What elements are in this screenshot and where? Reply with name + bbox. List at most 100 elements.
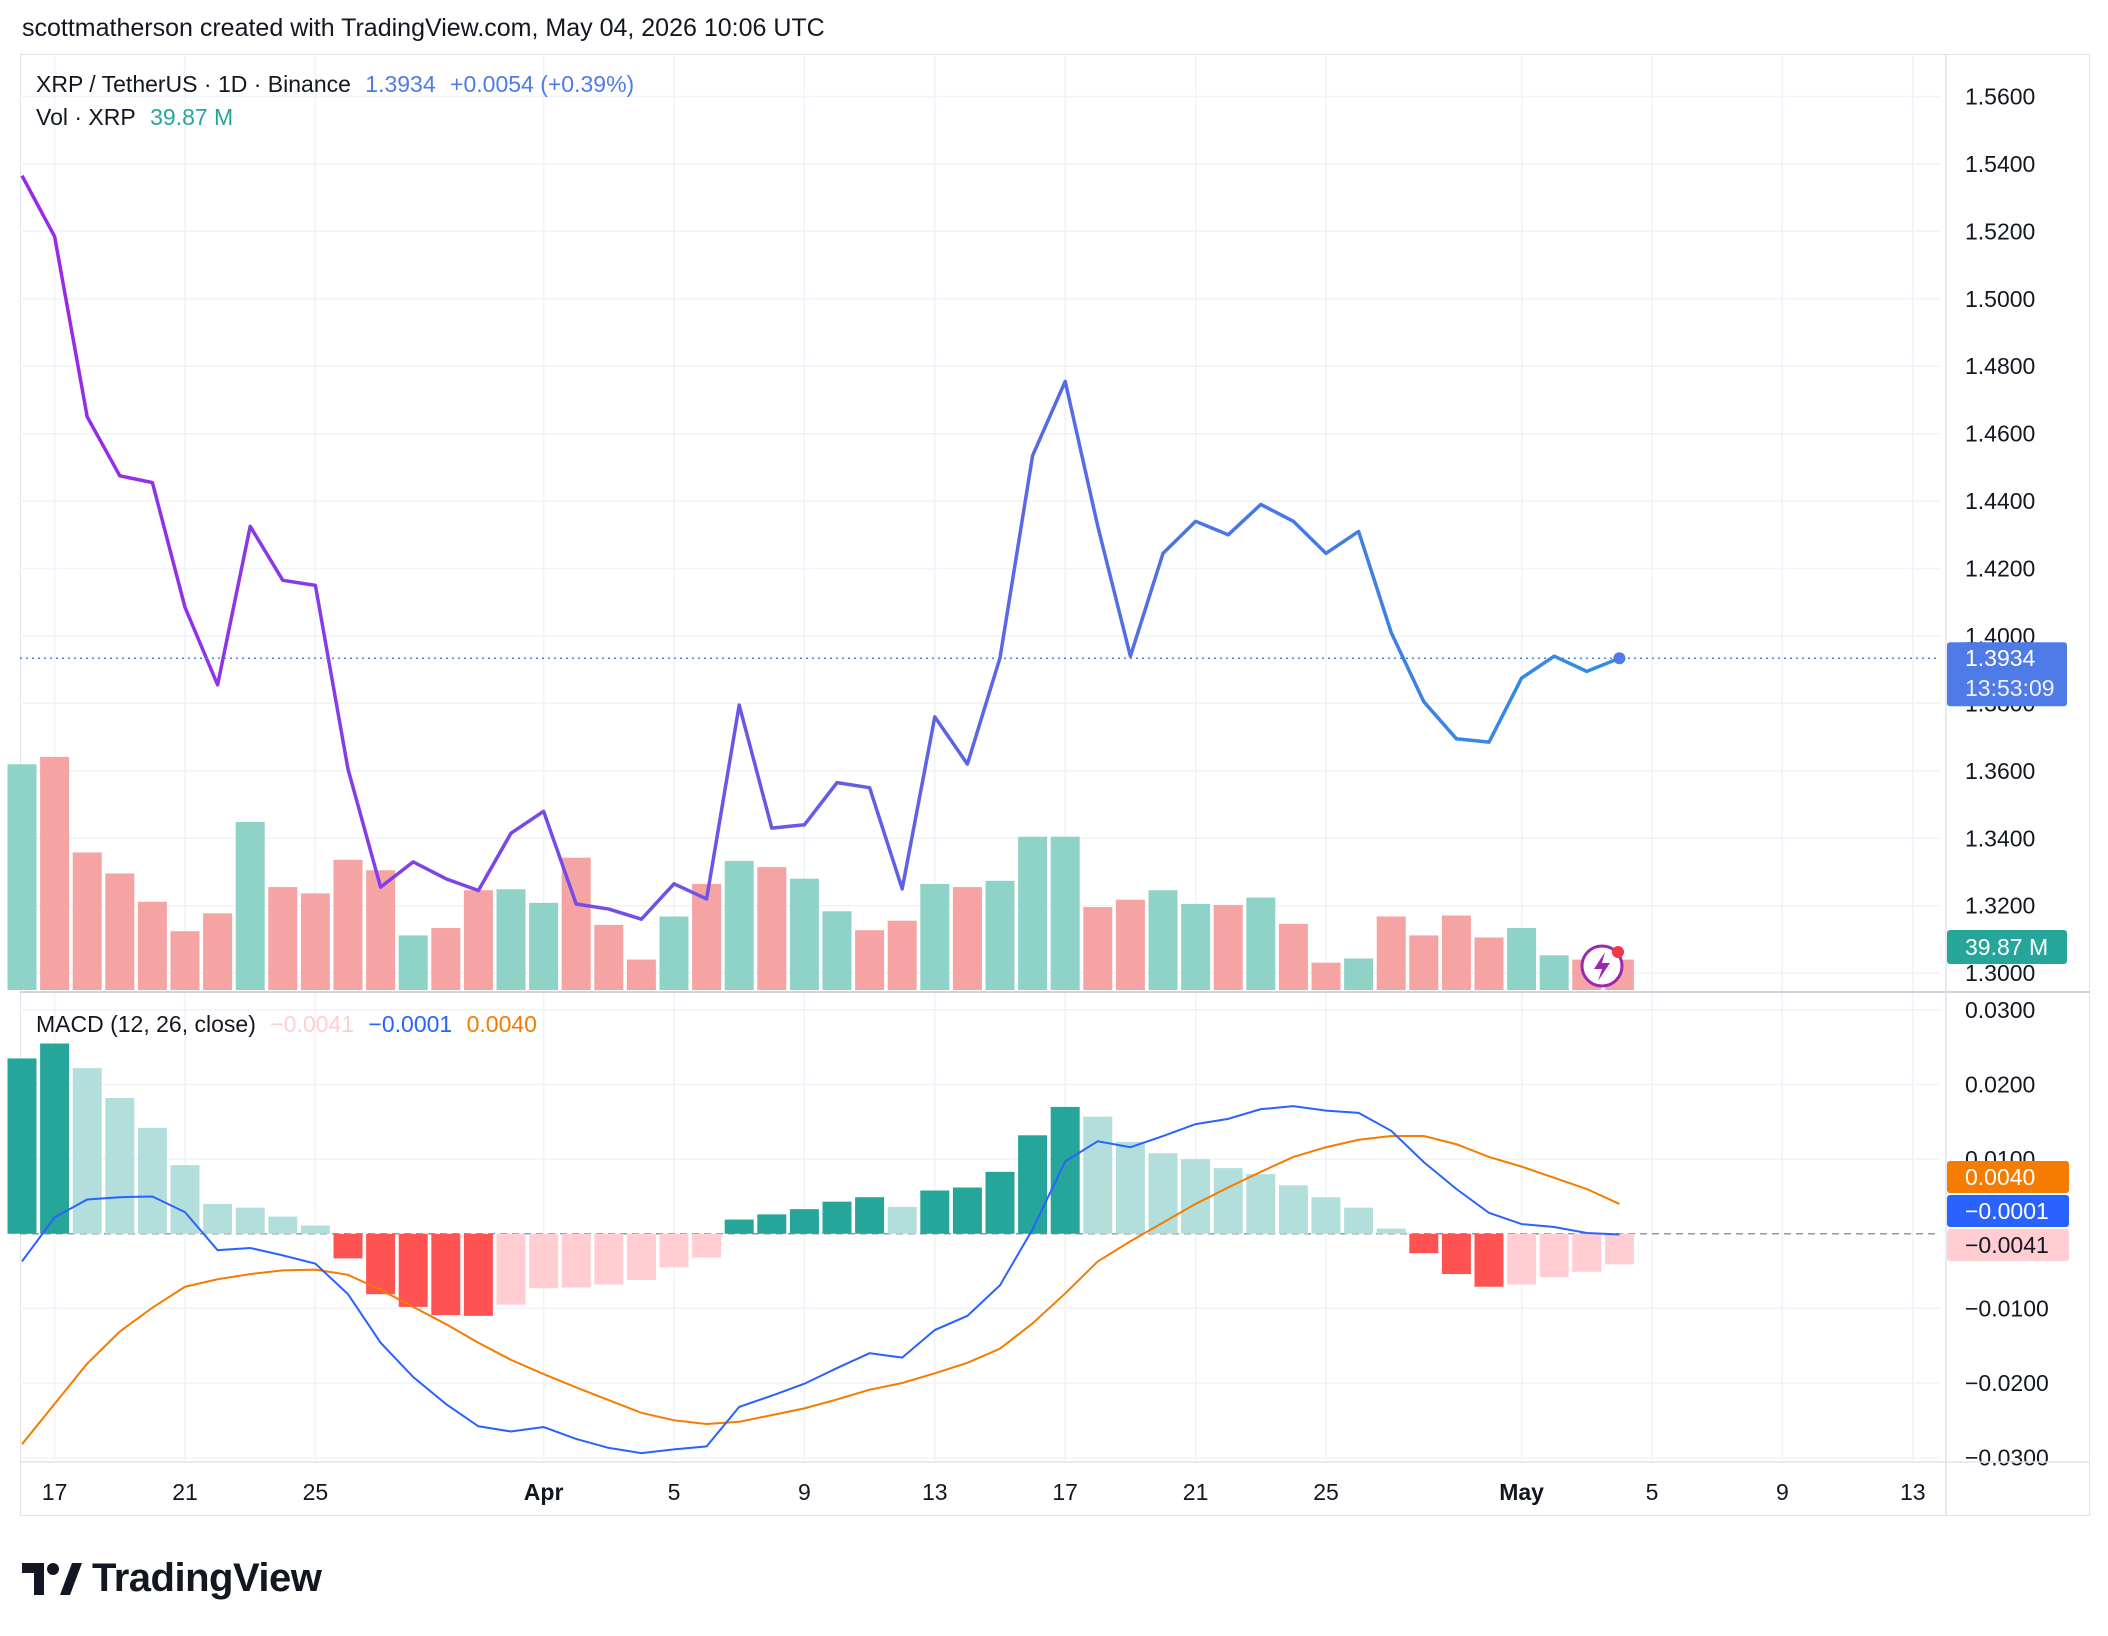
macd-histogram-bar[interactable] bbox=[920, 1190, 950, 1234]
volume-bar[interactable] bbox=[268, 887, 298, 990]
volume-bar[interactable] bbox=[1441, 915, 1471, 990]
macd-histogram-bar[interactable] bbox=[496, 1233, 526, 1305]
volume-bar[interactable] bbox=[203, 913, 233, 990]
volume-bar[interactable] bbox=[1507, 928, 1537, 990]
volume-bar[interactable] bbox=[724, 860, 754, 990]
volume-bar[interactable] bbox=[887, 920, 917, 990]
volume-bar[interactable] bbox=[594, 924, 624, 990]
macd-histogram-bar[interactable] bbox=[659, 1233, 689, 1268]
macd-histogram-bar[interactable] bbox=[1083, 1116, 1113, 1234]
volume-bar[interactable] bbox=[137, 901, 167, 990]
volume-bar[interactable] bbox=[659, 916, 689, 991]
macd-histogram-bar[interactable] bbox=[1376, 1228, 1406, 1234]
macd-histogram-bar[interactable] bbox=[594, 1233, 624, 1285]
volume-label[interactable]: Vol · XRP bbox=[36, 104, 136, 130]
macd-histogram-bar[interactable] bbox=[724, 1219, 754, 1234]
macd-histogram-bar[interactable] bbox=[1344, 1207, 1374, 1234]
volume-bar[interactable] bbox=[398, 935, 428, 990]
volume-bar[interactable] bbox=[920, 883, 950, 990]
macd-histogram-bar[interactable] bbox=[7, 1058, 37, 1234]
volume-bar[interactable] bbox=[333, 859, 363, 990]
volume-bar[interactable] bbox=[72, 852, 102, 990]
macd-histogram-bar[interactable] bbox=[1572, 1233, 1602, 1272]
volume-bar[interactable] bbox=[1474, 937, 1504, 991]
last-price-dot[interactable] bbox=[1613, 652, 1626, 665]
volume-bar[interactable] bbox=[170, 931, 200, 990]
volume-bar[interactable] bbox=[1278, 923, 1308, 990]
macd-histogram-bar[interactable] bbox=[1507, 1233, 1537, 1285]
volume-bar[interactable] bbox=[789, 878, 819, 990]
volume-bar[interactable] bbox=[1115, 899, 1145, 990]
macd-histogram-bar[interactable] bbox=[1409, 1233, 1439, 1254]
macd-histogram-bar[interactable] bbox=[985, 1171, 1015, 1234]
macd-histogram-bar[interactable] bbox=[822, 1201, 852, 1234]
volume-bar[interactable] bbox=[40, 756, 70, 990]
volume-bar[interactable] bbox=[626, 959, 656, 990]
macd-histogram-bar[interactable] bbox=[463, 1233, 493, 1316]
macd-histogram-bar[interactable] bbox=[431, 1233, 461, 1316]
macd-histogram-bar[interactable] bbox=[1278, 1185, 1308, 1234]
volume-bar[interactable] bbox=[300, 893, 330, 990]
macd-histogram-bar[interactable] bbox=[626, 1233, 656, 1281]
macd-histogram-bar[interactable] bbox=[561, 1233, 591, 1288]
volume-bar[interactable] bbox=[855, 930, 885, 990]
macd-histogram-bar[interactable] bbox=[692, 1233, 722, 1258]
volume-bar[interactable] bbox=[985, 880, 1015, 990]
macd-histogram-bar[interactable] bbox=[333, 1233, 363, 1259]
macd-histogram-bar[interactable] bbox=[366, 1233, 396, 1295]
volume-bar[interactable] bbox=[529, 902, 559, 990]
macd-label[interactable]: MACD (12, 26, close) bbox=[36, 1011, 256, 1037]
volume-bar[interactable] bbox=[7, 764, 37, 990]
macd-histogram-bar[interactable] bbox=[529, 1233, 559, 1289]
macd-histogram-bar[interactable] bbox=[398, 1233, 428, 1307]
volume-bar[interactable] bbox=[431, 928, 461, 990]
macd-histogram-bar[interactable] bbox=[235, 1207, 265, 1234]
volume-bar[interactable] bbox=[105, 873, 135, 990]
macd-histogram-bar[interactable] bbox=[1213, 1168, 1243, 1234]
macd-line[interactable] bbox=[21, 1105, 1620, 1455]
macd-histogram-bar[interactable] bbox=[887, 1206, 917, 1234]
macd-histogram-bar[interactable] bbox=[268, 1216, 298, 1234]
macd-histogram-bar[interactable] bbox=[1474, 1233, 1504, 1287]
volume-bar[interactable] bbox=[1050, 836, 1080, 990]
macd-histogram-bar[interactable] bbox=[300, 1225, 330, 1234]
macd-histogram-bar[interactable] bbox=[137, 1127, 167, 1234]
macd-histogram-bar[interactable] bbox=[203, 1203, 233, 1234]
macd-histogram-bar[interactable] bbox=[1311, 1197, 1341, 1234]
tradingview-logo[interactable]: TradingView bbox=[22, 1556, 322, 1601]
macd-histogram-bar[interactable] bbox=[1441, 1233, 1471, 1275]
volume-bar[interactable] bbox=[757, 867, 787, 990]
macd-histogram-bar[interactable] bbox=[757, 1214, 787, 1234]
macd-histogram-bar[interactable] bbox=[1148, 1153, 1178, 1234]
volume-bar[interactable] bbox=[1539, 955, 1569, 990]
macd-histogram-bar[interactable] bbox=[105, 1097, 135, 1234]
volume-bar[interactable] bbox=[463, 890, 493, 990]
volume-bar[interactable] bbox=[952, 887, 982, 990]
macd-histogram-bar[interactable] bbox=[1539, 1233, 1569, 1278]
macd-histogram-bar[interactable] bbox=[1050, 1106, 1080, 1234]
volume-bar[interactable] bbox=[692, 883, 722, 990]
macd-histogram-bar[interactable] bbox=[1181, 1159, 1211, 1234]
volume-bar[interactable] bbox=[822, 911, 852, 990]
signal-line[interactable] bbox=[21, 1135, 1620, 1445]
macd-histogram-bar[interactable] bbox=[789, 1209, 819, 1234]
macd-histogram-bar[interactable] bbox=[1604, 1233, 1634, 1265]
volume-bar[interactable] bbox=[1083, 907, 1113, 990]
macd-histogram-bar[interactable] bbox=[40, 1043, 70, 1234]
volume-bar[interactable] bbox=[235, 822, 265, 990]
volume-bar[interactable] bbox=[1311, 962, 1341, 990]
macd-histogram-bar[interactable] bbox=[1018, 1135, 1048, 1234]
volume-bar[interactable] bbox=[496, 889, 526, 990]
volume-bar[interactable] bbox=[1344, 958, 1374, 991]
volume-bar[interactable] bbox=[1213, 904, 1243, 990]
symbol-label[interactable]: XRP / TetherUS · 1D · Binance bbox=[36, 71, 351, 97]
volume-bar[interactable] bbox=[1018, 836, 1048, 990]
macd-histogram-bar[interactable] bbox=[72, 1068, 102, 1234]
volume-bar[interactable] bbox=[1148, 890, 1178, 990]
volume-bar[interactable] bbox=[366, 870, 396, 990]
macd-histogram-bar[interactable] bbox=[855, 1197, 885, 1234]
volume-bar[interactable] bbox=[1246, 897, 1276, 990]
macd-histogram-bar[interactable] bbox=[1115, 1141, 1145, 1234]
price-line[interactable] bbox=[20, 174, 1621, 921]
